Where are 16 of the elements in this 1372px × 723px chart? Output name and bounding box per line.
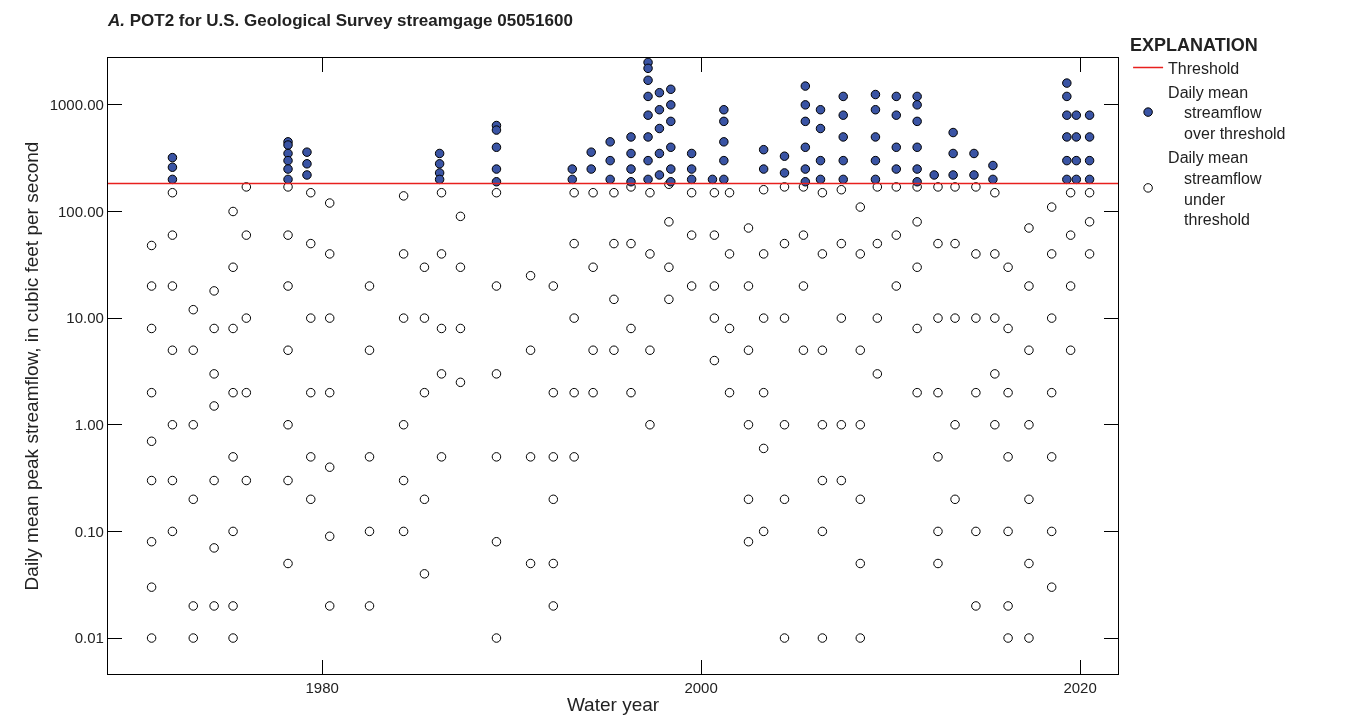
y-tick-label: 1000.00 [49,96,104,114]
x-tick-label: 1980 [305,679,339,697]
y-tick-label: 1.00 [74,416,104,434]
y-tick-label: 100.00 [58,202,104,220]
legend-label: Daily mean streamflow over threshold [1168,83,1286,143]
legend-label: Daily mean streamflow under threshold [1168,148,1262,229]
y-axis-title: Daily mean peak streamflow, in cubic feet per second [20,141,42,591]
y-tick-label: 0.10 [74,522,104,540]
y-tick-label: 0.01 [74,629,104,647]
chart-title: A. POT2 for U.S. Geological Survey streamgage 05051600 [107,10,573,30]
x-tick-label: 2020 [1063,679,1097,697]
legend-title: EXPLANATION [1130,34,1258,55]
legend-label: Threshold [1168,59,1240,77]
x-tick-label: 2000 [684,679,718,697]
x-axis-title: Water year [566,693,660,715]
y-tick-label: 10.00 [66,309,104,327]
